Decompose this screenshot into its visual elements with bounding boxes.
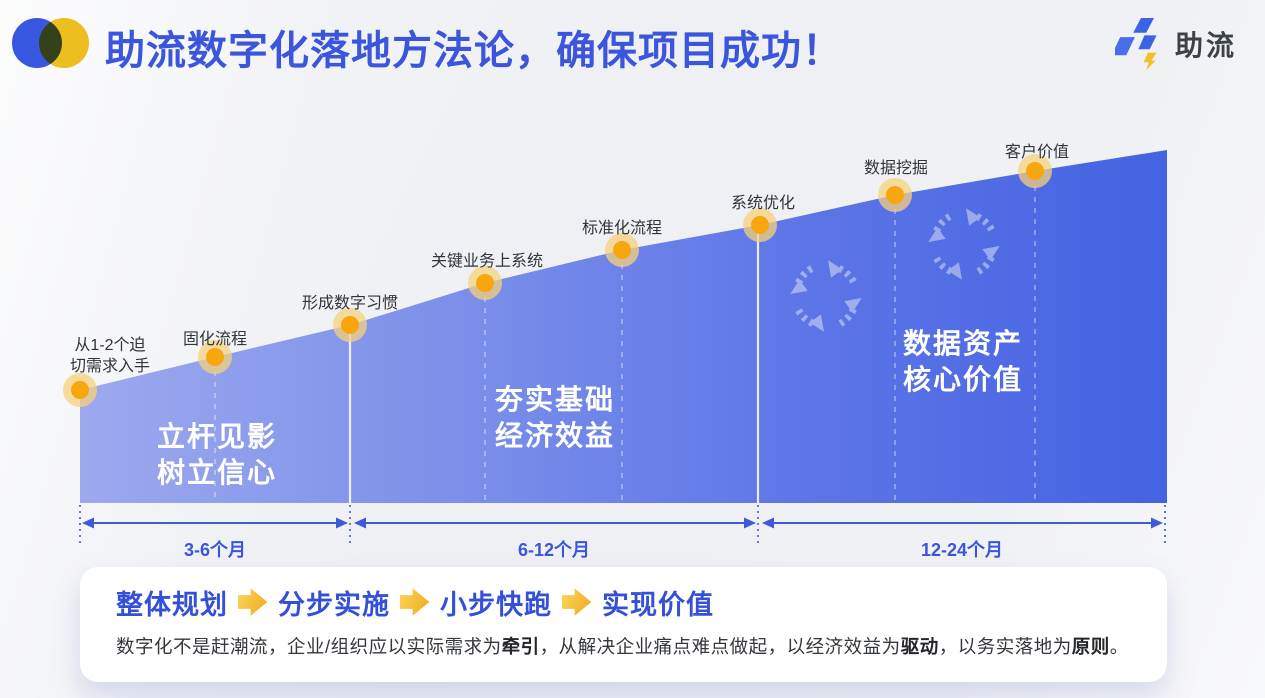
milestone-dot xyxy=(605,233,639,267)
phase1-duration: 3-6个月 xyxy=(184,539,246,560)
note-text: ，以务实落地为 xyxy=(938,636,1072,657)
phase1-title-line2: 树立信心 xyxy=(157,456,277,488)
milestone-label: 标准化流程 xyxy=(582,219,662,237)
milestone-dot xyxy=(333,308,367,342)
step-label: 小步快跑 xyxy=(440,589,552,620)
milestone-label: 从1-2个迫 xyxy=(74,336,145,354)
milestone-label: 关键业务上系统 xyxy=(431,252,543,270)
timeline-labels: 3-6个月 6-12个月 12-24个月 xyxy=(184,539,1003,560)
note-text: 。 xyxy=(1109,636,1129,657)
milestone-label: 数据挖掘 xyxy=(864,159,928,177)
steps-row: 整体规划 分步实施 小步快跑 实现价值 xyxy=(116,580,1137,624)
phase1-title-line1: 立杆见影 xyxy=(157,420,277,452)
gold-arrow-icon xyxy=(400,588,430,616)
brand-logo: 助流 xyxy=(1114,16,1237,72)
step-label: 实现价值 xyxy=(602,589,714,620)
milestone-label: 客户价值 xyxy=(1005,143,1069,161)
overlap-circles-icon xyxy=(12,17,90,69)
phase2-title-line2: 经济效益 xyxy=(495,419,615,451)
phase3-title-line2: 核心价值 xyxy=(903,364,1023,395)
phase3-title-line1: 数据资产 xyxy=(903,328,1023,359)
milestone-label: 形成数字习惯 xyxy=(302,294,398,312)
timeline: 3-6个月 6-12个月 12-24个月 xyxy=(79,505,1166,560)
milestone-labels: 从1-2个迫 切需求入手 固化流程 形成数字习惯 关键业务上系统 标准化流程 系… xyxy=(70,143,1069,375)
step-label: 整体规划 xyxy=(116,589,228,620)
milestone-dots xyxy=(63,154,1052,407)
brand-name: 助流 xyxy=(1174,30,1237,61)
yellow-circle-icon xyxy=(39,18,89,68)
phase-titles: 立杆见影 树立信心 夯实基础 经济效益 数据资产 核心价值 xyxy=(157,328,1023,488)
gold-arrow-icon xyxy=(562,588,592,616)
zhuliu-lightning-icon xyxy=(1114,18,1157,70)
page-title: 助流数字化落地方法论，确保项目成功！ xyxy=(105,29,843,73)
note-keyword: 驱动 xyxy=(900,636,939,657)
phase-boundary-lines xyxy=(348,227,760,503)
milestone-guide-lines xyxy=(214,175,1036,503)
step-label: 分步实施 xyxy=(278,589,390,620)
milestone-label: 固化流程 xyxy=(183,330,247,348)
timeline-arrows xyxy=(82,517,1163,529)
milestone-dot xyxy=(878,178,912,212)
milestone-dot xyxy=(743,208,777,242)
timeline-ticks xyxy=(79,505,1166,547)
slide-header: 助流数字化落地方法论，确保项目成功！ 助流 xyxy=(0,0,1265,95)
milestone-dot xyxy=(198,340,232,374)
note-text: 数字化不是赶潮流，企业/组织应以实际需求为 xyxy=(116,636,502,657)
milestone-label: 系统优化 xyxy=(731,194,795,212)
note-text: ，从解决企业痛点难点做起，以经济效益为 xyxy=(539,636,901,657)
phase2-duration: 6-12个月 xyxy=(518,539,590,560)
summary-note: 数字化不是赶潮流，企业/组织应以实际需求为牵引，从解决企业痛点难点做起，以经济效… xyxy=(116,633,1137,659)
note-keyword: 牵引 xyxy=(501,636,540,657)
milestone-dot xyxy=(63,373,97,407)
methodology-ramp-chart: 从1-2个迫 切需求入手 固化流程 形成数字习惯 关键业务上系统 标准化流程 系… xyxy=(63,143,1167,560)
milestone-label: 切需求入手 xyxy=(70,357,150,375)
note-keyword: 原则 xyxy=(1071,636,1110,657)
ramp-shape xyxy=(80,150,1167,503)
milestone-dot xyxy=(1018,154,1052,188)
milestone-dot xyxy=(468,266,502,300)
phase2-title-line1: 夯实基础 xyxy=(494,383,615,415)
phase3-duration: 12-24个月 xyxy=(921,539,1003,560)
gold-arrow-icon xyxy=(238,588,268,616)
summary-card: 整体规划 分步实施 小步快跑 实现价值 数字化不是赶潮流，企业/组织应以实际需求… xyxy=(80,567,1167,682)
